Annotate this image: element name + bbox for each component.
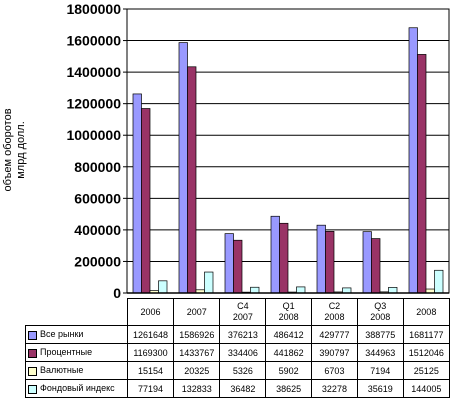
y-tick-label: 1200000: [66, 96, 121, 112]
bar: [270, 215, 280, 294]
bar: [178, 42, 188, 294]
y-tick-label: 600000: [74, 190, 121, 206]
bar: [158, 280, 168, 294]
legend-entry: Все рынки: [25, 325, 128, 344]
x-tick-label: C2 2008: [311, 298, 358, 326]
y-tick-label: 1400000: [66, 64, 121, 80]
data-value: 1681177: [402, 325, 450, 344]
data-table: 2006 2007 C4 2007 Q1 2008 C2 2008 Q3 2008 2008…: [25, 298, 450, 398]
data-value: 144005: [402, 379, 450, 398]
bar: [279, 222, 289, 294]
data-value: 25125: [402, 361, 450, 380]
data-value: 132833: [173, 379, 221, 398]
x-tick-label: 2008: [402, 298, 450, 326]
bar: [417, 54, 427, 294]
data-value: 388775: [356, 325, 404, 344]
bar: [224, 233, 234, 294]
bar: [362, 231, 372, 294]
series-row: Фондовый индекс 77194 132833 36482 38625 3227…: [25, 379, 450, 398]
data-value: 32278: [311, 379, 358, 398]
data-value: 1261648: [126, 325, 175, 344]
data-value: 7194: [356, 361, 404, 380]
x-tick-label: Q3 2008: [356, 298, 404, 326]
data-value: 1512046: [402, 343, 450, 362]
legend-entry: Фондовый индекс: [25, 379, 128, 398]
data-value: 20325: [173, 361, 221, 380]
y-tick-label: 400000: [74, 222, 121, 238]
data-value: 77194: [126, 379, 175, 398]
header-row: 2006 2007 C4 2007 Q1 2008 C2 2008 Q3 2008 2008: [26, 298, 450, 326]
legend-label: Фондовый индекс: [40, 383, 115, 394]
legend-key: [28, 330, 37, 340]
series-row: Процентные 1169300 1433767 334406 441862 3907…: [25, 343, 450, 362]
bar: [342, 287, 352, 294]
legend-key: [28, 366, 37, 376]
corner-cell: [26, 299, 128, 326]
data-value: 5326: [219, 361, 267, 380]
data-value: 36482: [219, 379, 267, 398]
legend-key: [28, 348, 37, 358]
x-tick-label: Q1 2008: [265, 298, 313, 326]
data-value: 15154: [126, 361, 175, 380]
data-value: 5902: [265, 361, 313, 380]
data-value: 334406: [219, 343, 267, 362]
bar: [408, 27, 418, 294]
data-value: 344963: [356, 343, 404, 362]
data-value: 1586926: [173, 325, 221, 344]
bar: [250, 286, 260, 294]
data-value: 6703: [311, 361, 358, 380]
y-axis-label: объем оборотов: [2, 108, 14, 191]
data-value: 1169300: [126, 343, 175, 362]
legend-key: [28, 384, 37, 394]
x-tick-label: 2006: [126, 298, 175, 326]
y-tick-label: 1800000: [66, 1, 121, 17]
data-value: 441862: [265, 343, 313, 362]
legend-entry: Процентные: [25, 343, 128, 362]
bar: [132, 93, 142, 294]
y-tick-label: 0: [113, 285, 121, 301]
x-tick-label: C4 2007: [219, 298, 267, 326]
y-tick-label: 200000: [74, 253, 121, 269]
legend-label: Все рынки: [40, 329, 84, 340]
data-value: 35619: [356, 379, 404, 398]
series-row: Валютные 15154 20325 5326 5902 6703 7194 25125: [25, 361, 450, 380]
legend-entry: Валютные: [25, 361, 128, 380]
data-value: 486412: [265, 325, 313, 344]
data-value: 1433767: [173, 343, 221, 362]
y-tick-label: 1600000: [66, 33, 121, 49]
y-tick-label: 1000000: [66, 127, 121, 143]
bar: [388, 287, 398, 294]
legend-label: Процентные: [40, 347, 93, 358]
bar: [296, 286, 306, 294]
x-tick-label: 2007: [173, 298, 221, 326]
bar: [316, 224, 326, 294]
bar: [434, 269, 444, 294]
data-value: 376213: [219, 325, 267, 344]
legend-label: Валютные: [40, 365, 84, 376]
bar: [141, 108, 151, 294]
data-value: 38625: [265, 379, 313, 398]
bar: [187, 66, 197, 294]
y-axis-label: млрд долл.: [15, 121, 27, 179]
data-value: 429777: [311, 325, 358, 344]
bar: [325, 230, 335, 294]
bar: [233, 239, 243, 294]
bar: [371, 238, 381, 294]
y-tick-label: 800000: [74, 159, 121, 175]
data-value: 390797: [311, 343, 358, 362]
bar: [204, 271, 214, 294]
series-row: Все рынки 1261648 1586926 376213 486412 42977…: [25, 325, 450, 344]
